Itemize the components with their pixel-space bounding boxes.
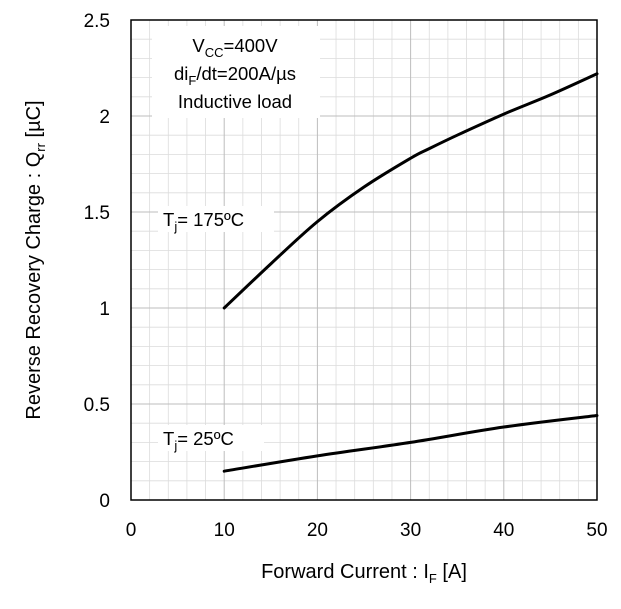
y-tick-label: 1.5 [84,203,110,224]
series-layer [222,72,599,473]
x-tick-label: 20 [307,520,328,541]
series-label-175-bg [158,206,274,232]
plot-area [130,19,598,501]
y-axis-title: Reverse Recovery Charge : Qrr [µC] [23,100,48,419]
x-axis-title: Forward Current : IF [A] [261,561,467,586]
condition-dif-dt: diF/dt=200A/µs [174,63,296,88]
y-tick-label: 0.5 [84,395,110,416]
conditions-annotation: VCC=400V diF/dt=200A/µs Inductive load [174,35,296,112]
x-tick-label: 30 [400,520,421,541]
series-label-25c: Tj= 25ºC [163,428,234,453]
x-tick-labels: 0 10 20 30 40 50 [126,520,608,541]
series-line-1 [222,414,599,473]
y-tick-labels: 0 0.5 1 1.5 2 2.5 [84,11,110,512]
conditions-box-bg [152,26,320,118]
condition-vcc: VCC=400V [192,35,278,60]
series-label-175c: Tj= 175ºC [163,209,244,234]
series-line-0 [222,72,599,310]
series-label-25-bg [158,425,264,451]
y-tick-label: 2 [99,107,110,128]
x-tick-label: 10 [214,520,235,541]
y-tick-label: 2.5 [84,11,110,32]
y-tick-label: 0 [99,491,110,512]
x-tick-label: 40 [493,520,514,541]
x-tick-label: 50 [586,520,607,541]
condition-load: Inductive load [178,91,292,112]
y-tick-label: 1 [99,299,110,320]
x-tick-label: 0 [126,520,137,541]
